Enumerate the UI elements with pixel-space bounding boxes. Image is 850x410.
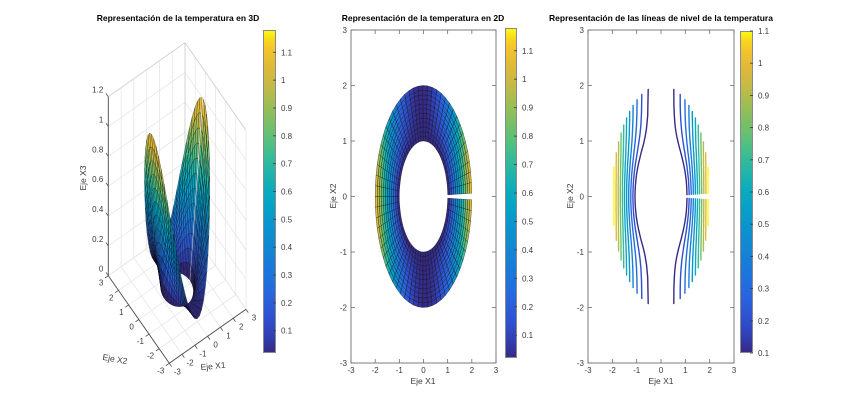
svg-text:1: 1 [119, 308, 124, 317]
panel3-axes: -3 -2 -1 0 1 2 3 3 2 1 0 -1 -2 -3 [577, 26, 737, 375]
svg-text:2: 2 [707, 366, 712, 375]
panel1-zlabel: Eje X3 [78, 165, 88, 191]
svg-text:3: 3 [580, 26, 585, 35]
svg-text:0.8: 0.8 [522, 132, 534, 141]
panel2-ylabel: Eje X2 [328, 183, 338, 209]
svg-text:0.7: 0.7 [758, 156, 770, 165]
svg-text:-1: -1 [137, 337, 145, 346]
svg-text:0: 0 [580, 193, 585, 202]
svg-text:2: 2 [580, 82, 585, 91]
svg-text:3: 3 [99, 279, 104, 288]
svg-text:0: 0 [129, 323, 134, 332]
svg-text:0.2: 0.2 [522, 303, 534, 312]
svg-text:-3: -3 [340, 359, 348, 368]
svg-text:-2: -2 [372, 366, 380, 375]
svg-text:-1: -1 [577, 248, 585, 257]
svg-text:1.1: 1.1 [522, 47, 534, 56]
panel2-xlabel: Eje X1 [410, 376, 436, 386]
svg-text:2: 2 [109, 293, 114, 302]
svg-text:0.2: 0.2 [92, 235, 104, 244]
svg-text:3: 3 [732, 366, 737, 375]
svg-text:-2: -2 [147, 352, 155, 361]
svg-text:0.5: 0.5 [522, 217, 534, 226]
svg-text:-1: -1 [396, 366, 404, 375]
svg-text:1: 1 [522, 75, 527, 84]
panel3-contours [613, 88, 709, 305]
svg-text:0: 0 [659, 366, 664, 375]
svg-text:-3: -3 [584, 366, 592, 375]
svg-text:0.6: 0.6 [758, 188, 770, 197]
svg-text:0.4: 0.4 [522, 246, 534, 255]
svg-text:0: 0 [99, 265, 104, 274]
svg-text:0.2: 0.2 [281, 299, 293, 308]
svg-text:0.7: 0.7 [522, 161, 534, 170]
svg-text:0.8: 0.8 [758, 124, 770, 133]
svg-text:0.3: 0.3 [522, 274, 534, 283]
svg-text:0.4: 0.4 [758, 252, 770, 261]
svg-text:0.1: 0.1 [281, 327, 293, 336]
svg-text:1: 1 [99, 116, 104, 125]
svg-text:1: 1 [343, 137, 348, 146]
svg-text:-2: -2 [187, 358, 195, 367]
panel2-title: Representación de la temperatura en 2D [341, 13, 505, 23]
svg-text:0.9: 0.9 [758, 91, 770, 100]
panel3-title: Representación de las líneas de nivel de… [549, 13, 773, 23]
svg-text:-1: -1 [340, 248, 348, 257]
svg-text:0.6: 0.6 [522, 189, 534, 198]
svg-text:3: 3 [343, 26, 348, 35]
svg-text:2: 2 [343, 82, 348, 91]
panel1-title: Representación de la temperatura en 3D [96, 13, 260, 23]
panel3-xlabel: Eje X1 [648, 376, 674, 386]
svg-text:0.4: 0.4 [281, 243, 293, 252]
svg-text:-3: -3 [157, 366, 165, 375]
svg-text:1.1: 1.1 [281, 48, 293, 57]
svg-text:1: 1 [226, 331, 231, 340]
svg-text:-1: -1 [633, 366, 641, 375]
svg-text:2: 2 [470, 366, 475, 375]
panel2-axes: -3 -2 -1 0 1 2 3 3 2 1 0 -1 -2 -3 [340, 26, 499, 375]
svg-text:1.1: 1.1 [758, 27, 770, 36]
svg-text:0.2: 0.2 [758, 317, 770, 326]
svg-text:0.3: 0.3 [758, 285, 770, 294]
svg-text:3: 3 [252, 313, 257, 322]
svg-text:-3: -3 [347, 366, 355, 375]
svg-text:0: 0 [213, 340, 218, 349]
svg-text:0.8: 0.8 [281, 132, 293, 141]
svg-text:0: 0 [343, 193, 348, 202]
svg-text:0.7: 0.7 [281, 160, 293, 169]
svg-text:-2: -2 [577, 304, 585, 313]
svg-text:0.1: 0.1 [522, 331, 534, 340]
svg-text:0.5: 0.5 [758, 220, 770, 229]
svg-text:0.3: 0.3 [281, 271, 293, 280]
svg-text:-2: -2 [609, 366, 617, 375]
svg-text:0.9: 0.9 [522, 104, 534, 113]
svg-text:0.9: 0.9 [281, 104, 293, 113]
svg-text:3: 3 [494, 366, 499, 375]
svg-text:0.4: 0.4 [92, 205, 104, 214]
svg-text:1.2: 1.2 [92, 86, 104, 95]
panel2-2d-mesh [374, 85, 473, 308]
svg-text:0.6: 0.6 [281, 188, 293, 197]
svg-text:0.6: 0.6 [92, 175, 104, 184]
svg-text:-1: -1 [199, 349, 207, 358]
colorbar-ticks: 0.1 0.2 0.3 0.4 0.5 0.6 0.7 0.8 0.9 1 1.1 0.1 0.2 0.3… [273, 27, 770, 358]
svg-text:-3: -3 [577, 359, 585, 368]
svg-text:0: 0 [421, 366, 426, 375]
svg-text:2: 2 [239, 322, 244, 331]
svg-text:-2: -2 [340, 304, 348, 313]
svg-text:0.1: 0.1 [758, 349, 770, 358]
svg-text:-3: -3 [174, 367, 182, 376]
svg-text:1: 1 [758, 59, 763, 68]
svg-text:0.8: 0.8 [92, 145, 104, 154]
svg-text:1: 1 [580, 137, 585, 146]
panel3-ylabel: Eje X2 [565, 183, 575, 209]
svg-text:1: 1 [683, 366, 688, 375]
svg-text:1: 1 [445, 366, 450, 375]
panel1-3d-surface [144, 97, 210, 320]
svg-text:1: 1 [281, 76, 286, 85]
svg-text:0.5: 0.5 [281, 215, 293, 224]
